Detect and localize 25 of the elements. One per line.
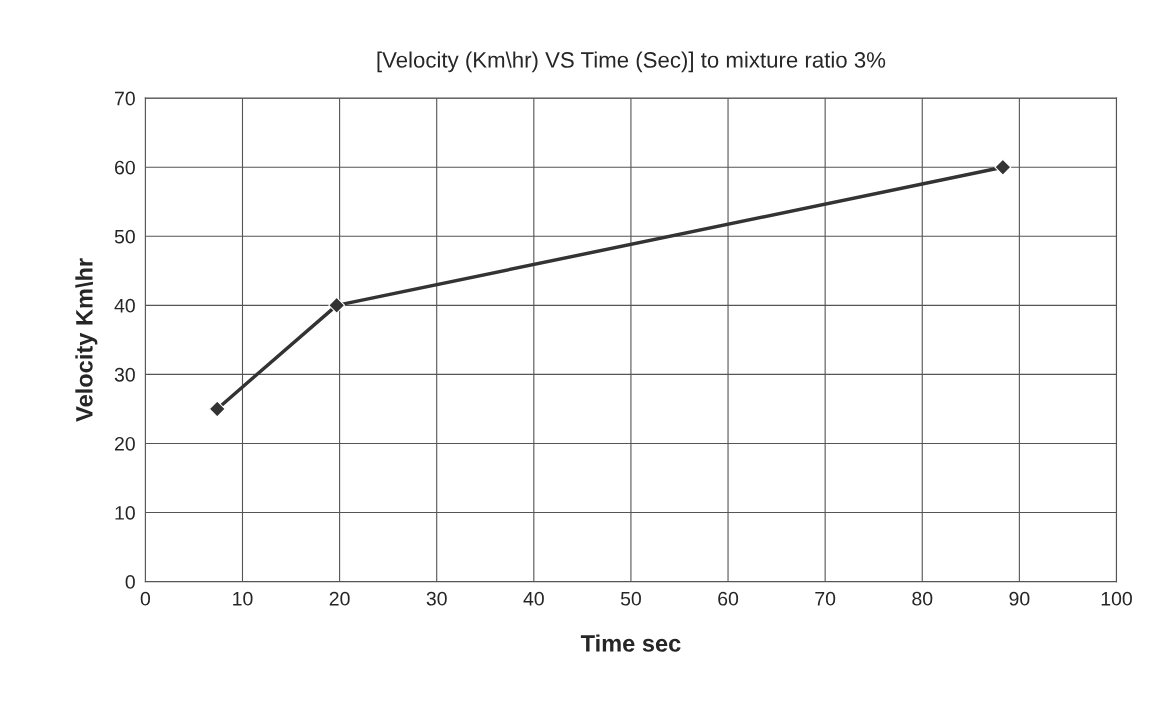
x-tick-label: 50: [620, 591, 641, 606]
y-axis-title: Velocity Km\hr: [75, 258, 98, 422]
y-tick-label: 50: [114, 229, 135, 244]
y-tick-label: 0: [125, 575, 135, 589]
x-tick-label: 60: [718, 591, 739, 606]
y-tick-label: 20: [115, 436, 135, 451]
x-tick-label: 40: [523, 591, 544, 606]
x-tick-label: 30: [426, 591, 447, 606]
x-tick-label: 80: [912, 591, 933, 606]
point: [994, 158, 1012, 176]
y-tick-label: 60: [115, 160, 135, 175]
x-axis-title: Time sec: [580, 634, 681, 652]
x-tick-label: 70: [815, 591, 836, 606]
x-tick-label: 20: [329, 591, 350, 606]
x-tick-label: 0: [140, 591, 151, 606]
y-tick-label: 70: [115, 91, 135, 106]
y-tick-label: 40: [114, 298, 135, 313]
point: [208, 400, 226, 418]
y-tick-label: 10: [115, 506, 135, 520]
x-tick-label: 90: [1009, 591, 1030, 606]
y-tick-label: 30: [114, 367, 135, 382]
chart-title: [Velocity (Km\hr) VS Time (Sec)] to mixture ratio 3%: [377, 51, 886, 73]
x-tick-label: 10: [233, 591, 253, 606]
x-tick-label: 100: [1101, 591, 1132, 606]
point: [328, 296, 346, 314]
